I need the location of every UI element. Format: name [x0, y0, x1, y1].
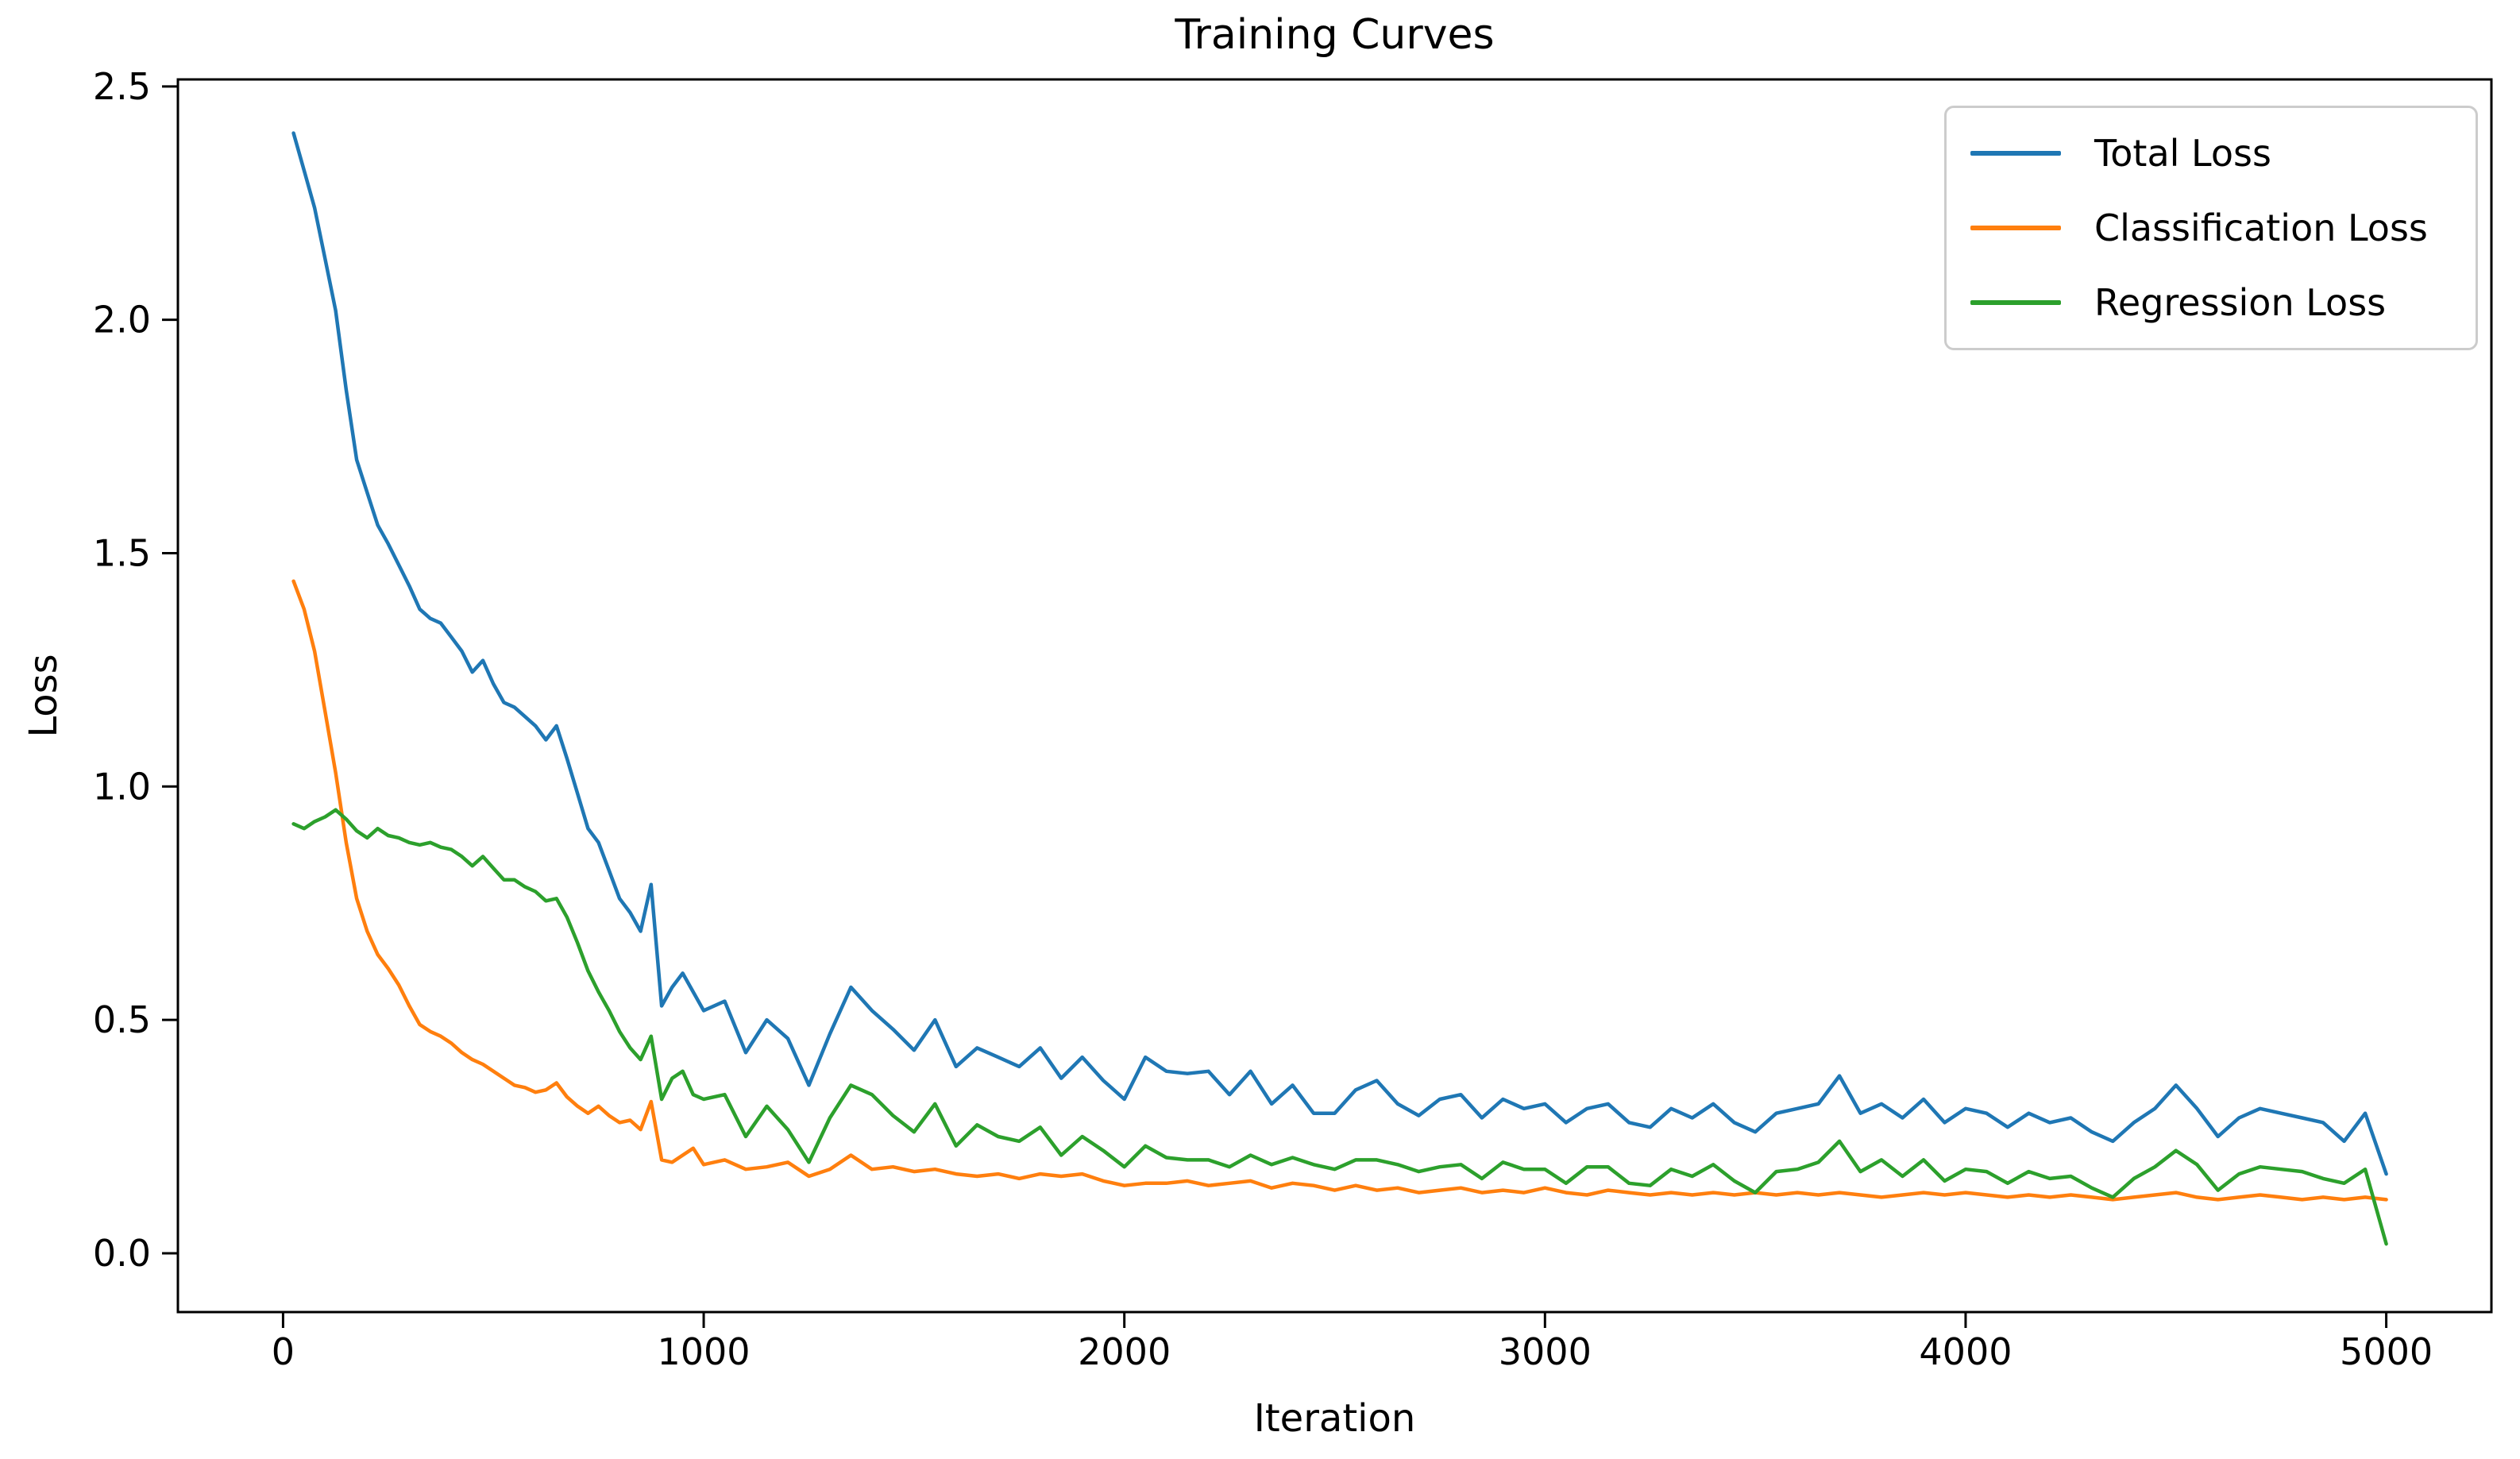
axes-frame	[176, 78, 2493, 1314]
regression-loss-line-swatch	[1970, 300, 2061, 305]
legend-label-total-loss: Total Loss	[2094, 132, 2271, 175]
x-tick-label: 4000	[1919, 1330, 2012, 1373]
x-tick-label: 3000	[1499, 1330, 1592, 1373]
chart-title: Training Curves	[1175, 11, 1495, 59]
legend-label-regression-loss: Regression Loss	[2094, 281, 2387, 324]
y-tick-label: 0.5	[93, 998, 151, 1041]
total-loss-line	[291, 131, 2388, 1176]
x-tick-label: 2000	[1078, 1330, 1171, 1373]
classification-loss-line-swatch	[1970, 226, 2061, 230]
legend-item-classification-loss: Classification Loss	[1970, 206, 2460, 249]
x-tick-label: 0	[272, 1330, 295, 1373]
regression-loss-line	[291, 808, 2388, 1246]
classification-loss-line	[291, 579, 2388, 1202]
legend-item-total-loss: Total Loss	[1970, 132, 2460, 175]
x-axis-label: Iteration	[1253, 1396, 1416, 1441]
legend: Total Loss Classification Loss Regressio…	[1944, 106, 2478, 350]
total-loss-line-swatch	[1970, 151, 2061, 156]
y-tick-label: 0.0	[93, 1232, 151, 1275]
y-tick-label: 1.5	[93, 531, 151, 574]
legend-item-regression-loss: Regression Loss	[1970, 281, 2460, 324]
x-tick-label: 5000	[2340, 1330, 2433, 1373]
y-tick-label: 1.0	[93, 765, 151, 808]
y-tick-label: 2.5	[93, 65, 151, 108]
legend-label-classification-loss: Classification Loss	[2094, 206, 2428, 249]
y-tick-label: 2.0	[93, 299, 151, 342]
x-tick-label: 1000	[658, 1330, 751, 1373]
y-axis-label: Loss	[21, 654, 66, 738]
